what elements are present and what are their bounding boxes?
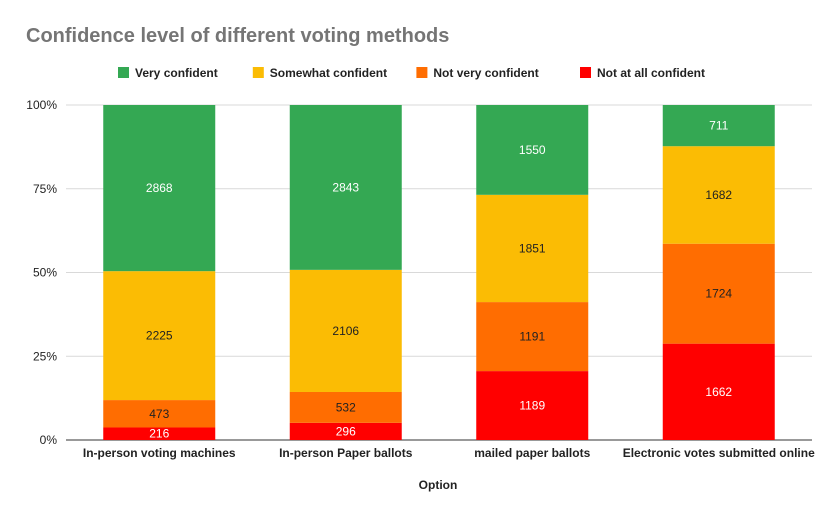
- data-label: 1550: [519, 143, 546, 157]
- data-label: 1682: [705, 188, 732, 202]
- x-tick-label: mailed paper ballots: [474, 446, 590, 460]
- bar-segment: [476, 302, 589, 372]
- y-tick-label: 25%: [33, 349, 57, 363]
- data-label: 1191: [519, 330, 545, 344]
- legend-swatch: [580, 67, 591, 78]
- legend-swatch: [252, 67, 264, 78]
- legend-swatch: [118, 67, 129, 78]
- bar-segment: [662, 146, 775, 244]
- bar-segment: [662, 343, 775, 440]
- data-label: 2225: [146, 329, 173, 343]
- bar-segment: [476, 371, 589, 440]
- x-tick-label: Electronic votes submitted online: [623, 446, 815, 460]
- legend-label: Very confident: [135, 66, 218, 80]
- y-tick-label: 75%: [33, 182, 57, 196]
- x-tick-label: In-person voting machines: [83, 446, 236, 460]
- data-label: 216: [149, 427, 169, 441]
- bar-segment: [103, 271, 216, 401]
- y-tick-label: 100%: [26, 98, 57, 112]
- legend-swatch: [416, 67, 428, 78]
- data-label: 532: [336, 400, 356, 414]
- y-tick-label: 50%: [33, 266, 57, 280]
- data-label: 1189: [519, 399, 545, 413]
- bar-segment: [289, 105, 402, 270]
- bar-segment: [289, 422, 402, 440]
- bar-segment: [662, 243, 775, 344]
- x-tick-label: In-person Paper ballots: [279, 446, 413, 460]
- legend-label: Not very confident: [433, 66, 538, 80]
- bar-segment: [103, 400, 216, 428]
- x-axis-title: Option: [419, 478, 458, 492]
- data-label: 2106: [332, 324, 359, 338]
- data-label: 296: [336, 424, 356, 438]
- bar-segment: [476, 194, 589, 303]
- data-label: 711: [709, 119, 728, 133]
- y-tick-label: 0%: [40, 433, 58, 447]
- data-label: 1662: [705, 385, 732, 399]
- data-label: 1851: [519, 241, 546, 255]
- data-label: 1724: [705, 287, 732, 301]
- data-label: 2843: [332, 180, 359, 194]
- bar-segment: [662, 105, 775, 147]
- bar-segment: [103, 105, 216, 272]
- chart-title: Confidence level of different voting met…: [26, 25, 450, 47]
- bar-segment: [476, 105, 589, 195]
- bar-segment: [289, 391, 402, 423]
- data-label: 2868: [146, 181, 173, 195]
- legend-label: Not at all confident: [597, 66, 705, 80]
- bar-segment: [289, 269, 402, 392]
- legend-label: Somewhat confident: [270, 66, 387, 80]
- data-label: 473: [149, 407, 169, 421]
- bar-segment: [103, 427, 216, 440]
